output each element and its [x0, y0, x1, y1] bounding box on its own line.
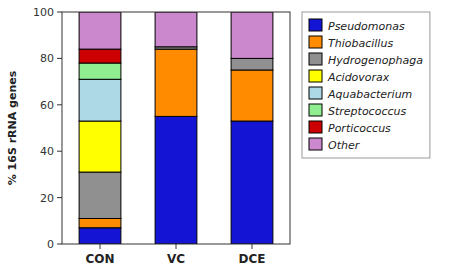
y-tick-label: 20 — [40, 192, 54, 205]
legend: Pseudomonas Thiobacillus Hydrogenophaga Aci… — [302, 12, 430, 158]
y-tick-label: 0 — [47, 238, 54, 251]
bars — [79, 12, 273, 244]
plot-frame — [62, 12, 290, 244]
legend-label: Thiobacillus — [328, 37, 393, 50]
legend-label: Other — [328, 139, 361, 152]
legend-swatch — [309, 87, 322, 99]
y-tick — [57, 12, 62, 13]
legend-label: Streptococcus — [328, 105, 406, 118]
legend-swatch — [309, 104, 322, 116]
y-tick — [57, 104, 62, 105]
bar-segment — [155, 116, 197, 244]
y-axis-label: % 16S rRNA genes — [6, 70, 19, 185]
legend-swatch — [309, 70, 322, 82]
legend-label: Hydrogenophaga — [328, 54, 423, 67]
bar-segment — [231, 58, 273, 70]
y-tick-label: 60 — [40, 99, 54, 112]
bar-segment — [155, 12, 197, 47]
legend-swatch — [309, 19, 322, 31]
bar-segment — [231, 70, 273, 121]
x-tick-label: CON — [85, 252, 114, 266]
y-tick-label: 80 — [40, 52, 54, 65]
bar-segment — [79, 49, 121, 63]
legend-label: Acidovorax — [327, 71, 390, 84]
x-tick — [176, 244, 177, 249]
bar-segment — [79, 63, 121, 79]
legend-swatch — [309, 53, 322, 65]
legend-label: Aquabacterium — [327, 88, 412, 101]
legend-box — [302, 12, 430, 158]
y-axis: 0 20 40 60 80 100 — [33, 6, 62, 251]
legend-swatch — [309, 36, 322, 48]
legend-swatch — [309, 138, 322, 150]
x-axis: CON VC DCE — [85, 244, 265, 266]
bar-segment — [79, 79, 121, 121]
y-tick — [57, 244, 62, 245]
bar-segment — [79, 172, 121, 218]
bar-segment — [79, 228, 121, 244]
y-tick — [57, 151, 62, 152]
x-tick — [252, 244, 253, 249]
bar-segment — [79, 121, 121, 172]
bar-segment — [231, 12, 273, 58]
y-tick — [57, 197, 62, 198]
chart: 0 20 40 60 80 100 % 16S rRNA genes CON VC DCE Pseu… — [0, 0, 474, 274]
legend-swatch — [309, 121, 322, 133]
y-tick-label: 100 — [33, 6, 54, 19]
x-tick-label: DCE — [239, 252, 266, 266]
bar-segment — [79, 12, 121, 49]
y-tick — [57, 58, 62, 59]
bar-segment — [155, 49, 197, 116]
x-tick — [100, 244, 101, 249]
y-tick-label: 40 — [40, 145, 54, 158]
bar-segment — [79, 218, 121, 227]
legend-label: Porticoccus — [328, 122, 391, 135]
x-tick-label: VC — [167, 252, 185, 266]
bar-segment — [231, 121, 273, 244]
legend-label: Pseudomonas — [328, 20, 405, 33]
